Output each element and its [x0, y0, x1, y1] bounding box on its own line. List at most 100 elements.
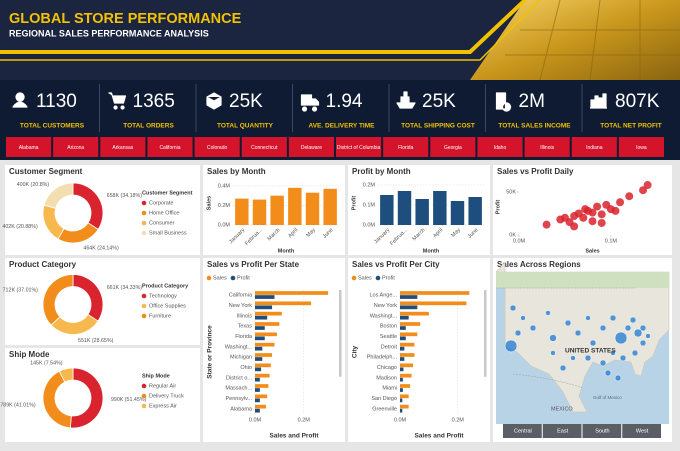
- legend-label: Delivery Truck: [149, 393, 184, 399]
- bar: [400, 346, 405, 351]
- kpi-label: TOTAL NET PROFIT: [600, 123, 661, 130]
- bar: [400, 326, 406, 330]
- legend-swatch: [230, 275, 236, 281]
- scatter-point: [593, 202, 602, 211]
- filter-label[interactable]: Arkansas: [112, 145, 133, 151]
- filter-button[interactable]: [147, 137, 193, 157]
- bar: [400, 388, 403, 392]
- filter-label[interactable]: Arizona: [67, 145, 84, 151]
- scatter-point: [639, 186, 648, 195]
- legend-title: Product Category: [142, 283, 189, 289]
- filter-label[interactable]: Connecticut: [251, 145, 278, 151]
- map-bubble: [629, 316, 637, 324]
- map-region-label[interactable]: West: [636, 428, 649, 434]
- legend-swatch: [141, 293, 147, 299]
- map-region-label[interactable]: East: [557, 428, 568, 434]
- filter-button[interactable]: [524, 137, 570, 157]
- bar: [255, 295, 275, 299]
- scatter-point: [588, 208, 597, 217]
- bar: [400, 336, 406, 341]
- map-bubble: [574, 329, 582, 337]
- map-bubble: [609, 314, 617, 322]
- map-bubble: [624, 324, 632, 332]
- map-bubble: [599, 359, 607, 367]
- kpi-icon: [495, 92, 512, 112]
- scrollbar: [339, 290, 342, 377]
- bar: [255, 398, 260, 403]
- bar: [270, 195, 284, 225]
- map-neighbor-label: MEXICO: [551, 406, 573, 412]
- filter-label[interactable]: Indiana: [586, 145, 603, 151]
- y-tick-label: San Diego: [371, 396, 397, 402]
- filter-button[interactable]: [53, 137, 99, 157]
- pie-value-label: 658K (34.18%): [107, 193, 143, 199]
- bar: [252, 199, 267, 225]
- panel-title: Profit by Month: [352, 167, 411, 176]
- filter-button[interactable]: [383, 137, 429, 157]
- pie-slice: [58, 367, 74, 383]
- filter-button[interactable]: [571, 137, 617, 157]
- filter-label[interactable]: Idaho: [494, 145, 507, 151]
- map-bubble: [619, 354, 627, 362]
- filter-button[interactable]: [288, 137, 334, 157]
- map-bubble: [589, 339, 597, 347]
- map-region-button[interactable]: [503, 424, 542, 438]
- map-region-label[interactable]: Central: [514, 428, 532, 434]
- filter-label[interactable]: Illinois: [540, 145, 554, 151]
- y-tick-label: New York: [229, 303, 252, 309]
- legend-swatch: [141, 230, 147, 236]
- bar: [380, 195, 394, 225]
- map-region-button[interactable]: [542, 424, 582, 438]
- x-tick-label: 0.0M: [394, 417, 407, 423]
- bar: [468, 197, 482, 225]
- bar: [235, 198, 249, 225]
- scatter-point: [611, 206, 620, 215]
- legend-label: Consumer: [149, 220, 175, 226]
- filter-label[interactable]: District of Columbia: [337, 145, 381, 151]
- kpi-value: 1130: [36, 91, 77, 112]
- legend-swatch: [141, 383, 147, 389]
- y-tick-label: 0.0M: [218, 222, 231, 228]
- filter-button[interactable]: [100, 137, 146, 157]
- y-tick-label: Michigan: [230, 355, 252, 361]
- bar: [255, 342, 275, 347]
- bar: [255, 367, 262, 372]
- filter-button[interactable]: [194, 137, 240, 157]
- map-region-button[interactable]: [582, 424, 622, 438]
- filter-label[interactable]: California: [159, 145, 180, 151]
- scatter-point: [570, 222, 579, 231]
- filter-button[interactable]: [336, 137, 382, 157]
- y-tick-label: Madison: [376, 375, 397, 381]
- filter-label[interactable]: Florida: [398, 145, 414, 151]
- map-region-button[interactable]: [622, 424, 661, 438]
- bar: [255, 305, 273, 310]
- x-axis-title: Sales: [585, 248, 599, 254]
- filter-label[interactable]: Iowa: [636, 145, 647, 151]
- x-axis-title: Sales and Profit: [414, 433, 464, 440]
- y-tick-label: Alabama: [230, 406, 253, 412]
- filter-label[interactable]: Delaware: [301, 145, 322, 151]
- filter-label[interactable]: Colorado: [207, 145, 228, 151]
- bar: [400, 408, 403, 413]
- filter-button[interactable]: [6, 137, 52, 157]
- scatter-point: [588, 217, 597, 226]
- bar: [400, 305, 418, 310]
- legend-swatch: [141, 403, 147, 409]
- panel-title: Sales by Month: [207, 167, 266, 176]
- bar: [400, 377, 403, 382]
- bar: [255, 357, 263, 361]
- filter-label[interactable]: Georgia: [444, 145, 462, 151]
- kpi-strip: [0, 80, 680, 134]
- pie-slice: [43, 182, 74, 209]
- map-region-label[interactable]: South: [595, 428, 609, 434]
- filter-button[interactable]: [430, 137, 476, 157]
- filter-button[interactable]: [477, 137, 523, 157]
- kpi-value: 1.94: [326, 91, 363, 112]
- filter-button[interactable]: [618, 137, 664, 157]
- filter-button[interactable]: [241, 137, 287, 157]
- filter-label[interactable]: Alabama: [19, 145, 39, 151]
- legend-swatch: [351, 275, 357, 281]
- y-tick-label: Miami: [382, 386, 397, 392]
- x-tick-label: May: [450, 227, 462, 239]
- x-axis-title: Month: [278, 248, 295, 254]
